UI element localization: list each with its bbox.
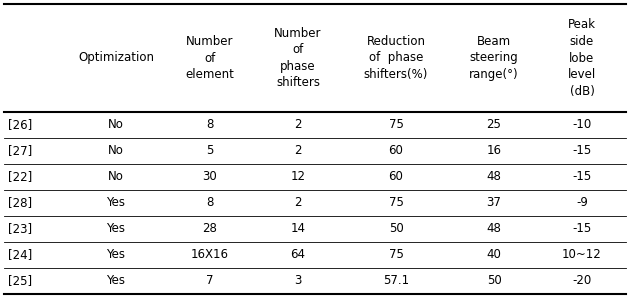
Text: [25]: [25] xyxy=(8,274,32,287)
Text: Yes: Yes xyxy=(106,223,125,236)
Text: No: No xyxy=(108,118,124,131)
Text: 2: 2 xyxy=(294,118,301,131)
Text: Optimization: Optimization xyxy=(78,52,154,65)
Text: 12: 12 xyxy=(291,170,305,184)
Text: 50: 50 xyxy=(486,274,501,287)
Text: 3: 3 xyxy=(294,274,301,287)
Text: [24]: [24] xyxy=(8,249,32,261)
Text: [28]: [28] xyxy=(8,197,32,210)
Text: 75: 75 xyxy=(388,249,403,261)
Text: -10: -10 xyxy=(572,118,591,131)
Text: Number
of
phase
shifters: Number of phase shifters xyxy=(275,27,322,89)
Text: 50: 50 xyxy=(388,223,403,236)
Text: 16X16: 16X16 xyxy=(191,249,229,261)
Text: -20: -20 xyxy=(572,274,591,287)
Text: -15: -15 xyxy=(572,144,591,157)
Text: No: No xyxy=(108,144,124,157)
Text: 75: 75 xyxy=(388,118,403,131)
Text: Yes: Yes xyxy=(106,274,125,287)
Text: 48: 48 xyxy=(486,223,501,236)
Text: Yes: Yes xyxy=(106,197,125,210)
Text: 2: 2 xyxy=(294,197,301,210)
Text: 30: 30 xyxy=(203,170,218,184)
Text: 60: 60 xyxy=(388,144,403,157)
Text: 64: 64 xyxy=(291,249,305,261)
Text: No: No xyxy=(108,170,124,184)
Text: Yes: Yes xyxy=(106,249,125,261)
Text: 37: 37 xyxy=(486,197,501,210)
Text: [22]: [22] xyxy=(8,170,32,184)
Text: 16: 16 xyxy=(486,144,502,157)
Text: Reduction
of  phase
shifters(%): Reduction of phase shifters(%) xyxy=(364,35,428,81)
Text: 8: 8 xyxy=(206,197,214,210)
Text: 28: 28 xyxy=(203,223,218,236)
Text: [27]: [27] xyxy=(8,144,32,157)
Text: 60: 60 xyxy=(388,170,403,184)
Text: 2: 2 xyxy=(294,144,301,157)
Text: 48: 48 xyxy=(486,170,501,184)
Text: 5: 5 xyxy=(206,144,214,157)
Text: -15: -15 xyxy=(572,170,591,184)
Text: 8: 8 xyxy=(206,118,214,131)
Text: 40: 40 xyxy=(486,249,501,261)
Text: -15: -15 xyxy=(572,223,591,236)
Text: 14: 14 xyxy=(291,223,305,236)
Text: -9: -9 xyxy=(576,197,588,210)
Text: 10~12: 10~12 xyxy=(562,249,602,261)
Text: [23]: [23] xyxy=(8,223,32,236)
Text: Peak
side
lobe
level
(dB): Peak side lobe level (dB) xyxy=(568,18,596,97)
Text: Number
of
element: Number of element xyxy=(186,35,234,81)
Text: 75: 75 xyxy=(388,197,403,210)
Text: [26]: [26] xyxy=(8,118,32,131)
Text: 25: 25 xyxy=(486,118,501,131)
Text: 57.1: 57.1 xyxy=(383,274,409,287)
Text: 7: 7 xyxy=(206,274,214,287)
Text: Beam
steering
range(°): Beam steering range(°) xyxy=(469,35,519,81)
